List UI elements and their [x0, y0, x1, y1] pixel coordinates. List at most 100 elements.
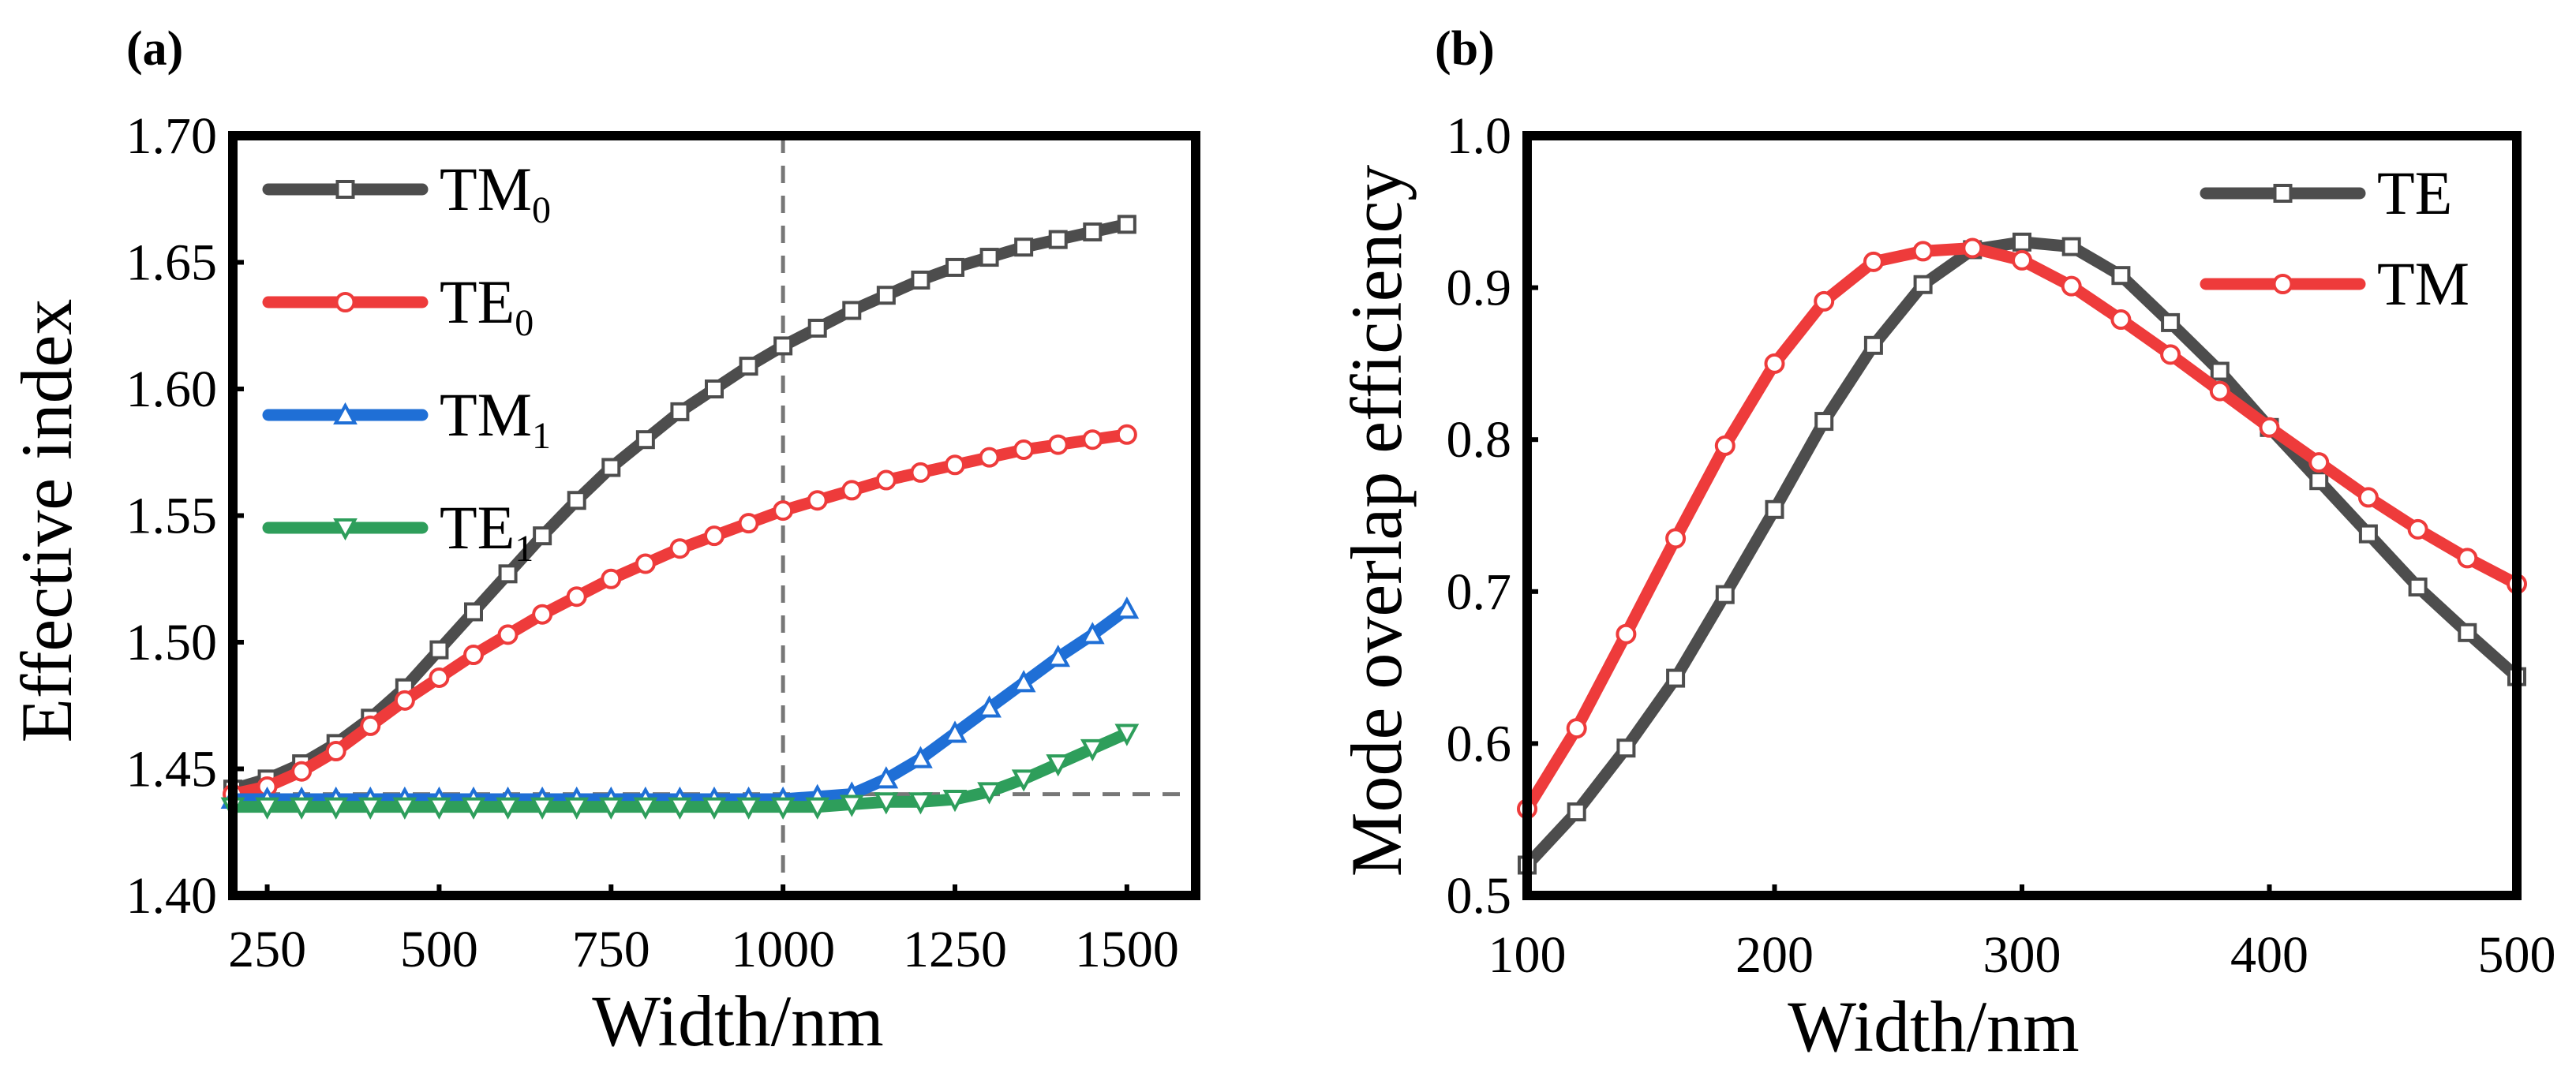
- panel-b-data-point: [2110, 309, 2132, 331]
- panel-b-data-point: [2259, 417, 2280, 438]
- panel-a-data-point: [498, 564, 518, 584]
- panel-a-data-point: [324, 797, 349, 820]
- panel-a-data-point: [738, 513, 759, 534]
- panel-a-data-point: [1082, 429, 1103, 451]
- panel-b-data-point: [2160, 344, 2181, 365]
- panel-a-data-point: [601, 568, 622, 589]
- panel-a-y-axis-title: Effective index: [6, 299, 87, 743]
- panel-a-data-point: [842, 301, 862, 320]
- panel-a-y-tick-label: 1.70: [126, 107, 218, 165]
- panel-a-data-point: [977, 695, 1002, 718]
- panel-b-legend-label: TE: [2377, 159, 2452, 227]
- panel-a-legend: TM0 TE0 TM1 TE1: [262, 155, 551, 570]
- panel-b-data-point: [2408, 578, 2428, 597]
- panel-a-legend-item: TE0: [262, 267, 534, 344]
- panel-b-data-point: [1912, 241, 1934, 262]
- panel-a-series-layer: [220, 215, 1140, 820]
- panel-b-data-point: [2061, 237, 2081, 256]
- panel-a-data-point: [911, 270, 930, 290]
- panel-a-x-tick-label: 1250: [903, 921, 1007, 978]
- panel-a-data-point: [633, 797, 658, 820]
- panel-a-data-point: [1014, 237, 1034, 257]
- panel-b-data-point: [1666, 668, 1686, 688]
- panel-a-legend-subscript: 1: [515, 528, 534, 570]
- panel-a-data-point: [807, 490, 828, 511]
- panel-a-legend-item: TM1: [262, 380, 551, 457]
- panel-a-data-point: [1117, 215, 1136, 234]
- panel-b-data-point: [2357, 487, 2379, 508]
- panel-a-data-point: [1080, 738, 1105, 761]
- panel-b-legend: TE TM: [2200, 159, 2469, 318]
- panel-b-y-tick-label: 1.0: [1447, 107, 1512, 165]
- panel-a-y-tick-label: 1.60: [126, 361, 218, 418]
- panel-a-legend-marker: [333, 402, 358, 424]
- panel-b-y-tick-label: 0.9: [1447, 260, 1512, 317]
- panel-a-data-point: [839, 794, 864, 817]
- panel-b-data-point: [2457, 548, 2478, 569]
- panel-a-data-point: [566, 586, 587, 608]
- panel-a-series-te1: [220, 723, 1140, 820]
- panel-a-legend-marker: [333, 518, 358, 541]
- panel-b-legend-item: TE: [2200, 159, 2452, 227]
- panel-a-x-axis-title: Width/nm: [592, 981, 883, 1061]
- panel-b-data-point: [1863, 251, 1884, 272]
- panel-b-data-point: [2161, 312, 2181, 332]
- panel-a-ticks: 250 500 750 1000 1250 1500 1.40 1.45 1.50 1.55 1.6…: [126, 107, 1179, 978]
- panel-a-series-te0: [223, 424, 1137, 805]
- panel-a-legend-marker: [335, 180, 355, 199]
- panel-a-data-point: [736, 797, 761, 820]
- panel-a-data-point: [429, 667, 450, 688]
- panel-a-data-point: [429, 640, 449, 660]
- panel-a-data-point: [1114, 596, 1140, 619]
- panel-a-data-point: [325, 741, 346, 762]
- panel-a-legend-subscript: 1: [532, 415, 551, 457]
- panel-a-data-point: [807, 318, 827, 338]
- panel-a-x-tick-label: 500: [400, 921, 478, 978]
- panel-b-legend-label: TM: [2377, 249, 2469, 318]
- panel-b-label: (b): [1435, 22, 1495, 76]
- panel-a-data-point: [908, 792, 933, 815]
- panel-b-data-point: [2309, 471, 2329, 491]
- panel-a-data-point: [394, 690, 415, 711]
- panel-b-legend-item: TM: [2200, 249, 2469, 318]
- panel-b-data-point: [2012, 232, 2031, 252]
- panel-b-data-point: [1814, 290, 1835, 312]
- panel-a-data-point: [910, 462, 931, 483]
- panel-b-y-axis-title: Mode overlap efficiency: [1336, 165, 1417, 877]
- panel-b-y-tick-label: 0.6: [1447, 715, 1512, 772]
- panel-a-data-point: [530, 797, 555, 820]
- panel-a-legend-item: TM0: [262, 155, 551, 231]
- panel-b-data-point: [2061, 275, 2082, 297]
- panel-b-legend-marker: [2272, 274, 2293, 294]
- panel-b-data-point: [1765, 499, 1784, 519]
- panel-a-legend-label: TE0: [440, 267, 534, 344]
- panel-b-series-layer: [1517, 232, 2527, 875]
- panel-b-data-point: [2458, 622, 2477, 642]
- panel-b-y-tick-label: 0.7: [1447, 563, 1512, 621]
- panel-a-data-point: [463, 645, 484, 666]
- panel-b-series-line: [1521, 236, 2523, 871]
- panel-b-data-point: [1715, 585, 1735, 604]
- panel-a-data-point: [874, 792, 899, 815]
- panel-b-data-point: [1814, 412, 1834, 432]
- panel-a-data-point: [979, 447, 1000, 468]
- panel-a-data-point: [533, 526, 552, 546]
- panel-a-data-point: [977, 782, 1002, 805]
- panel-a-y-tick-label: 1.55: [126, 488, 218, 545]
- panel-b-ticks: 100 200 300 400 500 0.5 0.6 0.7 0.8 0.9 1.0: [1447, 107, 2556, 984]
- panel-a-data-point: [532, 604, 553, 625]
- panel-a-data-point: [770, 797, 796, 820]
- panel-a-data-point: [289, 797, 314, 820]
- panel-a-data-point: [392, 797, 417, 820]
- panel-a-data-point: [1047, 434, 1069, 455]
- panel-a-data-point: [945, 454, 965, 476]
- panel-a-data-point: [739, 357, 758, 376]
- panel-a-data-point: [773, 336, 793, 356]
- panel-a-data-point: [497, 624, 519, 645]
- panel-a-series-tm1: [220, 596, 1140, 809]
- panel-b-data-point: [2358, 524, 2378, 544]
- panel-a-data-point: [1046, 754, 1071, 777]
- panel-a-data-point: [805, 797, 830, 820]
- panel-b-x-axis-title: Width/nm: [1788, 986, 2079, 1067]
